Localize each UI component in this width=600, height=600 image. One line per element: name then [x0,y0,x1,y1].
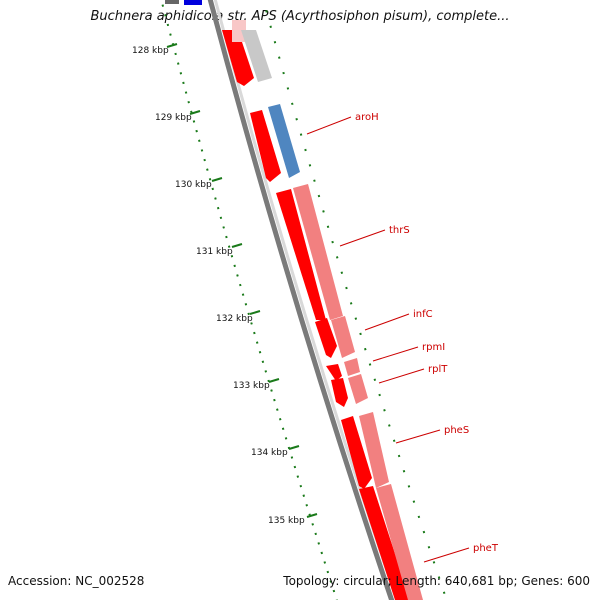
gene-block-light [293,184,343,320]
gene-block [276,189,326,320]
gene-block-light [344,358,360,376]
tick-mark [288,445,300,450]
gene-leader-line [395,429,441,444]
tick-ruler-outer [262,0,448,600]
tick-label: 130 kbp [175,180,212,190]
tick-label: 131 kbp [196,247,233,257]
gene-label-group: aroH thrS infC rpmI rplT pheS pheT [306,112,499,563]
tick-label: 128 kbp [132,46,169,56]
tick-mark [189,110,201,115]
tick-label: 129 kbp [155,113,192,123]
gene-block [326,364,342,381]
tick-mark [166,43,178,48]
gene-block [341,416,372,489]
gene-block [359,486,410,600]
gene-leader-line [364,313,410,331]
gene-label-infc: infC [413,309,433,320]
tick-mark [231,243,243,248]
gene-block [315,318,337,358]
gene-leader-line [306,116,352,135]
gene-label-aroh: aroH [355,112,379,123]
gene-leader-line [372,346,419,362]
tick-mark [306,513,318,518]
gene-block-light [359,412,389,488]
gene-block-light [376,484,423,600]
tick-label: 134 kbp [251,448,288,458]
gene-block-light [232,20,246,42]
gene-feature-top-blue [184,0,202,5]
gene-block-light [331,316,355,358]
gene-label-phes: pheS [444,425,469,436]
gene-block [250,110,281,182]
tick-label: 133 kbp [233,381,270,391]
tick-label: 132 kbp [216,314,253,324]
tick-mark [211,177,223,182]
tick-group: 128 kbp 129 kbp 130 kbp 131 kbp 132 kbp 133 k… [132,43,318,526]
gene-leader-line [378,368,425,384]
gene-label-phet: pheT [473,543,499,554]
backbone-outer [207,0,395,600]
gene-block-light [268,104,300,178]
gene-label-thrs: thrS [389,225,410,236]
tick-label: 135 kbp [268,516,305,526]
gene-block-light [348,374,368,404]
gene-block [222,30,254,86]
gene-label-rplt: rplT [428,364,448,375]
tick-mark [249,310,261,315]
gene-feature-top-grey [165,0,179,4]
gene-leader-line [423,547,470,563]
gene-block [331,378,348,407]
gene-label-rpmi: rpmI [422,342,445,353]
tick-mark [268,378,280,383]
gene-block-light [241,30,272,82]
gene-leader-line [339,229,386,247]
